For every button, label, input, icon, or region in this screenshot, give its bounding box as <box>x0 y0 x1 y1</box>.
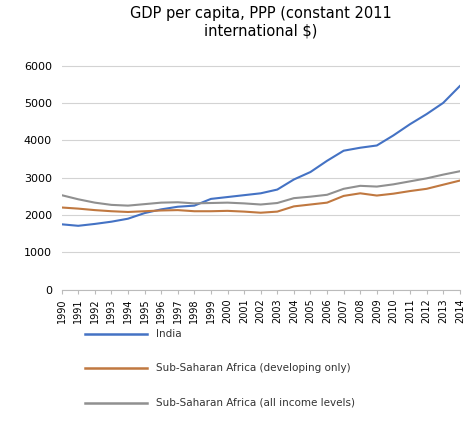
Sub-Saharan Africa (developing only) <box>324 200 330 205</box>
Sub-Saharan Africa (developing only) <box>158 208 164 213</box>
India <box>391 133 396 138</box>
India <box>59 222 64 227</box>
Line: India: India <box>62 86 460 226</box>
Sub-Saharan Africa (all income levels) <box>59 193 64 198</box>
Sub-Saharan Africa (developing only) <box>357 191 363 196</box>
India <box>308 170 313 175</box>
Sub-Saharan Africa (developing only) <box>291 204 297 209</box>
India <box>208 196 214 201</box>
Sub-Saharan Africa (all income levels) <box>374 184 380 189</box>
Sub-Saharan Africa (all income levels) <box>274 201 280 206</box>
India <box>291 177 297 182</box>
Sub-Saharan Africa (developing only) <box>407 188 413 193</box>
Sub-Saharan Africa (all income levels) <box>158 200 164 205</box>
Sub-Saharan Africa (developing only) <box>175 207 181 213</box>
Sub-Saharan Africa (developing only) <box>92 207 98 213</box>
Sub-Saharan Africa (developing only) <box>241 209 247 214</box>
India <box>175 204 181 209</box>
India <box>109 219 114 224</box>
Sub-Saharan Africa (all income levels) <box>308 194 313 199</box>
Sub-Saharan Africa (all income levels) <box>92 200 98 205</box>
Sub-Saharan Africa (developing only) <box>424 186 429 191</box>
Sub-Saharan Africa (developing only) <box>208 209 214 214</box>
Sub-Saharan Africa (all income levels) <box>125 203 131 208</box>
Sub-Saharan Africa (developing only) <box>191 209 197 214</box>
Sub-Saharan Africa (developing only) <box>75 206 81 211</box>
Text: Sub-Saharan Africa (all income levels): Sub-Saharan Africa (all income levels) <box>156 397 356 408</box>
Sub-Saharan Africa (all income levels) <box>357 183 363 188</box>
Sub-Saharan Africa (all income levels) <box>440 172 446 177</box>
India <box>92 222 98 227</box>
Sub-Saharan Africa (developing only) <box>440 182 446 187</box>
Sub-Saharan Africa (all income levels) <box>407 179 413 184</box>
Sub-Saharan Africa (all income levels) <box>75 197 81 202</box>
India <box>125 216 131 221</box>
Sub-Saharan Africa (all income levels) <box>324 192 330 197</box>
Sub-Saharan Africa (all income levels) <box>457 169 463 174</box>
Sub-Saharan Africa (all income levels) <box>291 196 297 201</box>
India <box>357 145 363 150</box>
Sub-Saharan Africa (all income levels) <box>225 200 230 205</box>
Sub-Saharan Africa (developing only) <box>374 193 380 198</box>
Text: Sub-Saharan Africa (developing only): Sub-Saharan Africa (developing only) <box>156 363 351 374</box>
India <box>142 210 147 216</box>
Sub-Saharan Africa (all income levels) <box>175 200 181 205</box>
Sub-Saharan Africa (all income levels) <box>142 201 147 207</box>
India <box>241 193 247 198</box>
India <box>424 112 429 117</box>
Title: GDP per capita, PPP (constant 2011
international $): GDP per capita, PPP (constant 2011 inter… <box>130 6 392 39</box>
India <box>440 101 446 106</box>
India <box>457 83 463 89</box>
Sub-Saharan Africa (developing only) <box>308 202 313 207</box>
Sub-Saharan Africa (all income levels) <box>258 202 264 207</box>
Sub-Saharan Africa (developing only) <box>457 178 463 183</box>
Sub-Saharan Africa (developing only) <box>59 205 64 210</box>
Sub-Saharan Africa (developing only) <box>274 209 280 214</box>
India <box>191 203 197 208</box>
Sub-Saharan Africa (all income levels) <box>109 202 114 207</box>
Sub-Saharan Africa (developing only) <box>142 209 147 214</box>
Line: Sub-Saharan Africa (developing only): Sub-Saharan Africa (developing only) <box>62 181 460 213</box>
India <box>75 223 81 228</box>
India <box>374 143 380 148</box>
India <box>274 187 280 192</box>
India <box>258 191 264 196</box>
Line: Sub-Saharan Africa (all income levels): Sub-Saharan Africa (all income levels) <box>62 171 460 206</box>
Sub-Saharan Africa (all income levels) <box>424 176 429 181</box>
Sub-Saharan Africa (all income levels) <box>241 201 247 206</box>
Text: India: India <box>156 329 182 340</box>
Sub-Saharan Africa (all income levels) <box>191 201 197 206</box>
Sub-Saharan Africa (all income levels) <box>208 201 214 206</box>
India <box>225 195 230 200</box>
Sub-Saharan Africa (developing only) <box>341 193 346 199</box>
India <box>158 207 164 212</box>
Sub-Saharan Africa (all income levels) <box>341 186 346 191</box>
Sub-Saharan Africa (developing only) <box>391 191 396 196</box>
Sub-Saharan Africa (developing only) <box>225 208 230 213</box>
India <box>341 148 346 153</box>
Sub-Saharan Africa (developing only) <box>258 210 264 215</box>
Sub-Saharan Africa (all income levels) <box>391 182 396 187</box>
India <box>324 158 330 163</box>
India <box>407 122 413 127</box>
Sub-Saharan Africa (developing only) <box>109 209 114 214</box>
Sub-Saharan Africa (developing only) <box>125 210 131 215</box>
